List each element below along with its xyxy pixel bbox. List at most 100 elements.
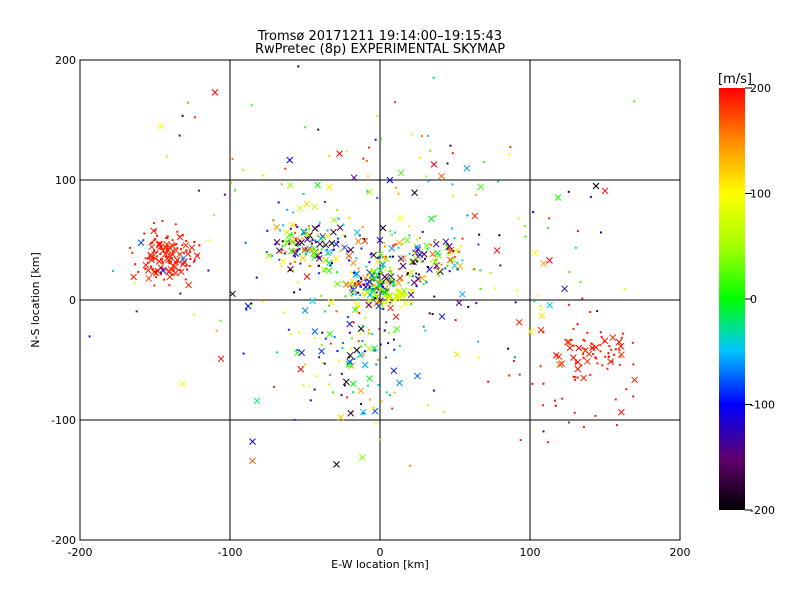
scatter-point-dot	[174, 223, 177, 226]
scatter-point-cross	[427, 215, 435, 223]
scatter-point-dot	[514, 301, 517, 304]
scatter-point-dot	[336, 271, 339, 274]
scatter-point-dot	[197, 189, 200, 192]
scatter-point-dot	[318, 356, 321, 359]
scatter-point-cross	[531, 249, 539, 257]
scatter-point-cross	[618, 351, 625, 358]
scatter-point-dot	[233, 189, 236, 192]
scatter-point-dot	[178, 134, 181, 137]
scatter-point-dot	[294, 223, 297, 226]
scatter-point-cross	[164, 255, 171, 262]
scatter-point-dot	[454, 319, 457, 322]
scatter-point-cross	[420, 250, 428, 258]
scatter-point-dot	[424, 275, 427, 278]
scatter-point-cross	[159, 267, 167, 274]
scatter-point-dot	[324, 337, 327, 340]
scatter-point-dot	[391, 407, 394, 410]
scatter-point-dot	[475, 302, 478, 305]
scatter-point-dot	[361, 283, 364, 286]
scatter-point-dot	[384, 268, 387, 271]
scatter-point-cross	[574, 365, 582, 373]
scatter-point-dot	[433, 295, 436, 298]
scatter-point-dot	[283, 252, 286, 255]
scatter-point-dot	[359, 276, 362, 279]
scatter-point-dot	[603, 340, 606, 343]
scatter-point-dot	[367, 299, 370, 302]
scatter-point-dot	[171, 273, 174, 276]
scatter-point-dot	[329, 342, 332, 345]
scatter-point-dot	[175, 249, 178, 252]
scatter-point-cross	[349, 259, 357, 267]
scatter-point-dot	[383, 242, 386, 245]
scatter-point-dot	[379, 289, 382, 292]
scatter-point-dot	[426, 247, 429, 250]
scatter-point-dot	[507, 347, 510, 350]
scatter-point-dot	[377, 276, 380, 279]
scatter-point-dot	[416, 260, 419, 263]
scatter-point-dot	[632, 395, 635, 398]
scatter-point-dot	[193, 240, 196, 243]
scatter-point-dot	[336, 209, 339, 212]
scatter-point-dot	[365, 288, 368, 291]
scatter-point-cross	[380, 288, 387, 296]
scatter-point-dot	[579, 281, 582, 284]
scatter-point-cross	[386, 176, 394, 184]
scatter-point-dot	[411, 133, 414, 136]
scatter-point-dot	[539, 365, 542, 368]
scatter-point-dot	[422, 283, 425, 286]
scatter-point-dot	[537, 294, 540, 297]
scatter-point-dot	[244, 241, 247, 244]
scatter-point-cross	[368, 272, 376, 279]
scatter-point-dot	[548, 217, 551, 220]
scatter-point-cross	[303, 230, 311, 237]
scatter-point-dot	[317, 264, 320, 267]
scatter-point-dot	[395, 289, 398, 292]
scatter-point-dot	[245, 308, 248, 311]
scatter-point-dot	[298, 247, 301, 250]
scatter-point-cross	[414, 246, 422, 253]
scatter-point-dot	[161, 266, 164, 269]
x-tick-labels: -200 -100 0 100 200	[68, 546, 691, 559]
scatter-point-dot	[335, 310, 338, 313]
scatter-point-dot	[411, 275, 414, 278]
scatter-point-dot	[307, 225, 310, 228]
scatter-point-dot	[393, 391, 396, 394]
scatter-point-dot	[357, 267, 360, 270]
y-tick-label: -100	[51, 414, 76, 427]
scatter-point-cross	[179, 260, 187, 268]
scatter-point-cross	[617, 408, 625, 416]
scatter-point-dot	[308, 233, 311, 236]
scatter-point-cross	[353, 301, 361, 309]
scatter-point-dot	[179, 269, 182, 272]
scatter-point-dot	[265, 251, 268, 254]
scatter-point-cross	[515, 319, 523, 326]
scatter-point-dot	[378, 327, 381, 330]
scatter-point-cross	[564, 338, 571, 346]
scatter-point-cross	[298, 349, 306, 357]
scatter-point-cross	[150, 227, 158, 235]
scatter-point-dot	[343, 245, 346, 248]
scatter-point-dot	[230, 181, 233, 184]
scatter-point-dot	[467, 305, 470, 308]
scatter-point-dot	[365, 159, 368, 162]
scatter-point-dot	[416, 276, 419, 279]
scatter-point-dot	[347, 321, 350, 324]
scatter-point-dot	[315, 375, 318, 378]
scatter-point-dot	[362, 157, 365, 160]
scatter-point-dot	[359, 332, 362, 335]
scatter-point-dot	[429, 243, 432, 246]
scatter-point-cross	[288, 247, 295, 255]
scatter-point-cross	[402, 299, 409, 307]
scatter-point-dot	[418, 236, 421, 239]
scatter-point-dot	[383, 329, 386, 332]
scatter-point-cross	[311, 203, 318, 211]
scatter-point-dot	[369, 398, 372, 401]
scatter-point-dot	[248, 303, 251, 306]
scatter-point-dot	[385, 391, 388, 394]
scatter-point-dot	[176, 247, 179, 250]
scatter-point-cross	[477, 183, 485, 191]
scatter-point-dot	[312, 255, 315, 258]
scatter-point-dot	[185, 239, 188, 242]
scatter-point-dot	[392, 338, 395, 341]
scatter-point-dot	[414, 243, 417, 246]
